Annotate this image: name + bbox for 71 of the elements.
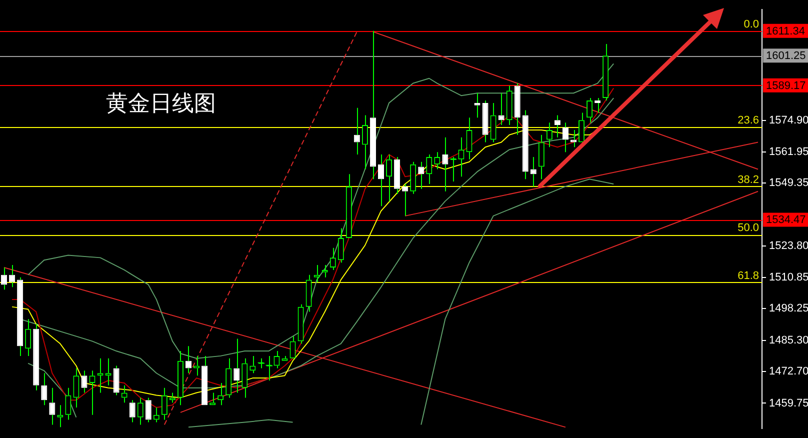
candlestick <box>586 98 593 124</box>
candlestick <box>218 382 224 406</box>
candlestick <box>410 161 416 194</box>
candlestick <box>41 372 48 406</box>
candlestick <box>394 156 400 194</box>
candlestick <box>482 100 488 143</box>
candlestick <box>169 392 176 404</box>
annotation: 50.0 <box>738 222 759 234</box>
annotation: 61.8 <box>738 270 759 282</box>
candlestick <box>362 114 368 170</box>
candlestick <box>426 154 432 184</box>
annotation: 23.6 <box>738 114 759 127</box>
candlestick <box>306 274 312 312</box>
candlestick <box>522 110 528 180</box>
candlestick <box>514 82 520 136</box>
ref-line-label: 1611.34 <box>766 25 805 38</box>
y-tick-label: 1574.90 <box>769 114 808 126</box>
candlestick <box>65 387 72 420</box>
y-tick-label: 1459.75 <box>769 397 808 410</box>
y-tick-label: 1510.85 <box>769 272 808 284</box>
candlestick <box>474 92 480 118</box>
y-tick-label: 1523.80 <box>769 240 808 252</box>
candlestick <box>145 397 152 423</box>
candlestick <box>346 174 352 238</box>
candlestick <box>242 358 248 398</box>
annotation: 38.2 <box>738 174 759 186</box>
candlestick <box>226 358 232 398</box>
y-tick-label: 1549.35 <box>769 177 808 190</box>
candlestick <box>25 318 32 356</box>
y-tick-label: 1498.25 <box>769 302 808 315</box>
ref-line-label: 1534.47 <box>766 214 806 226</box>
candlestick <box>81 370 88 394</box>
ref-line-label: 1601.25 <box>766 50 806 62</box>
candlestick <box>338 228 344 264</box>
candlestick <box>97 358 104 394</box>
candlestick <box>498 92 504 126</box>
y-tick-label: 1561.95 <box>769 146 808 158</box>
candlestick <box>386 154 392 202</box>
candlestick <box>594 98 601 114</box>
candlestick <box>562 122 568 153</box>
candlestick <box>17 276 24 356</box>
candlestick <box>73 368 80 408</box>
candlestick <box>298 304 304 344</box>
candlestick <box>234 338 240 394</box>
annotation: 0.0 <box>744 18 759 30</box>
candlestick <box>290 336 296 358</box>
y-tick-label: 1472.70 <box>769 365 808 378</box>
candlestick <box>202 355 208 406</box>
candlestick <box>602 43 609 101</box>
candlestick <box>466 117 472 160</box>
candlestick <box>490 102 496 143</box>
candlestick <box>161 387 168 420</box>
candlestick <box>378 154 384 207</box>
candlestick <box>33 324 40 391</box>
candlestick <box>322 264 328 278</box>
text: 黄金日线图 <box>106 91 216 116</box>
candlestick <box>506 85 512 126</box>
candlestick <box>370 30 376 180</box>
candlestick <box>57 404 64 428</box>
ref-line-label: 1589.17 <box>766 80 806 92</box>
candlestick <box>314 264 320 283</box>
candlestick <box>418 161 424 190</box>
y-tick-label: 1485.30 <box>769 334 808 346</box>
candlestick <box>538 134 544 180</box>
candlestick <box>177 350 184 406</box>
candlestick <box>105 358 112 386</box>
candlestick <box>137 397 144 426</box>
candlestick <box>282 355 288 361</box>
candlestick <box>210 392 216 406</box>
candlestick <box>129 400 136 423</box>
candlestick <box>49 387 56 426</box>
